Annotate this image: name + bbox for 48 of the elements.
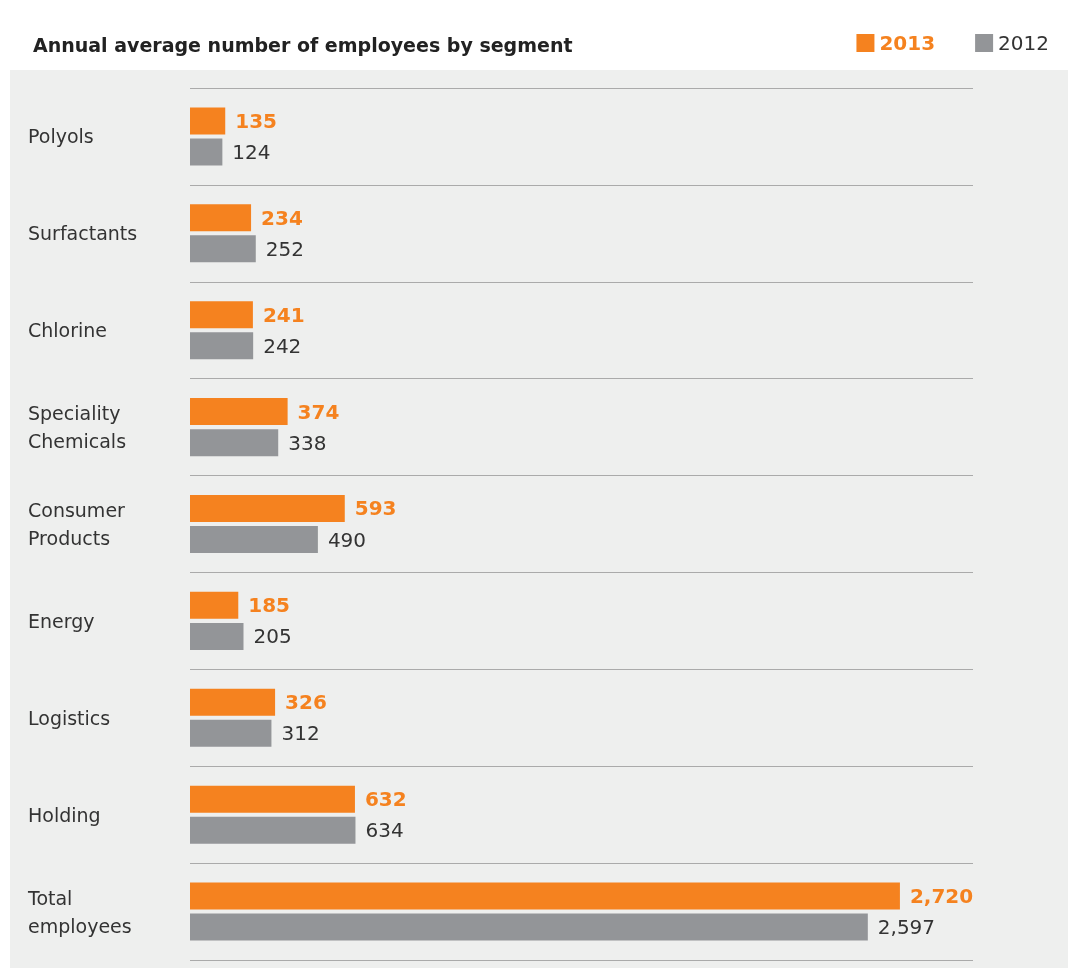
bar xyxy=(190,688,276,716)
chart-title: Annual average number of employees by segment xyxy=(33,33,573,56)
y-tick-label: Energy xyxy=(28,609,95,632)
data-label: 185 xyxy=(248,593,291,618)
data-label: 234 xyxy=(261,205,303,230)
data-label: 312 xyxy=(281,721,320,746)
data-label: 242 xyxy=(263,333,302,358)
bar xyxy=(190,816,356,844)
bar xyxy=(190,332,254,360)
bar xyxy=(190,301,253,329)
data-label: 135 xyxy=(235,108,277,133)
legend-label: 2013 xyxy=(879,31,936,55)
data-label: 2,720 xyxy=(909,884,974,909)
y-tick-label: Total employees xyxy=(27,886,132,937)
data-label: 634 xyxy=(365,818,404,843)
y-tick-label: Polyols xyxy=(28,125,94,148)
bar xyxy=(190,591,239,619)
bar xyxy=(190,494,345,522)
bar xyxy=(190,429,279,457)
data-label: 338 xyxy=(288,430,327,455)
bar xyxy=(190,719,272,747)
bar xyxy=(190,235,256,263)
y-tick-label: Logistics xyxy=(28,706,111,729)
y-tick-label: Surfactants xyxy=(28,222,138,245)
bar xyxy=(190,913,868,941)
y-tick-label: Consumer Products xyxy=(28,499,131,549)
y-tick-label: Holding xyxy=(28,803,101,826)
y-tick-label: Speciality Chemicals xyxy=(28,402,127,453)
data-label: 374 xyxy=(297,399,340,424)
data-label: 326 xyxy=(285,690,327,715)
bar xyxy=(190,882,900,910)
data-label: 2,597 xyxy=(877,915,936,940)
bar xyxy=(190,526,318,554)
data-label: 124 xyxy=(232,139,271,164)
y-tick-label: Chlorine xyxy=(28,319,108,342)
data-label: 205 xyxy=(253,624,292,649)
data-label: 241 xyxy=(262,302,305,327)
bar xyxy=(190,622,244,650)
data-label: 593 xyxy=(354,496,397,521)
data-label: 490 xyxy=(327,527,367,552)
data-label: 252 xyxy=(265,236,304,261)
bar xyxy=(190,204,252,232)
bar xyxy=(190,785,355,813)
legend-label: 2012 xyxy=(998,31,1050,55)
bar xyxy=(190,398,288,426)
bar xyxy=(190,107,226,135)
data-label: 632 xyxy=(364,787,407,812)
bar xyxy=(190,138,223,166)
